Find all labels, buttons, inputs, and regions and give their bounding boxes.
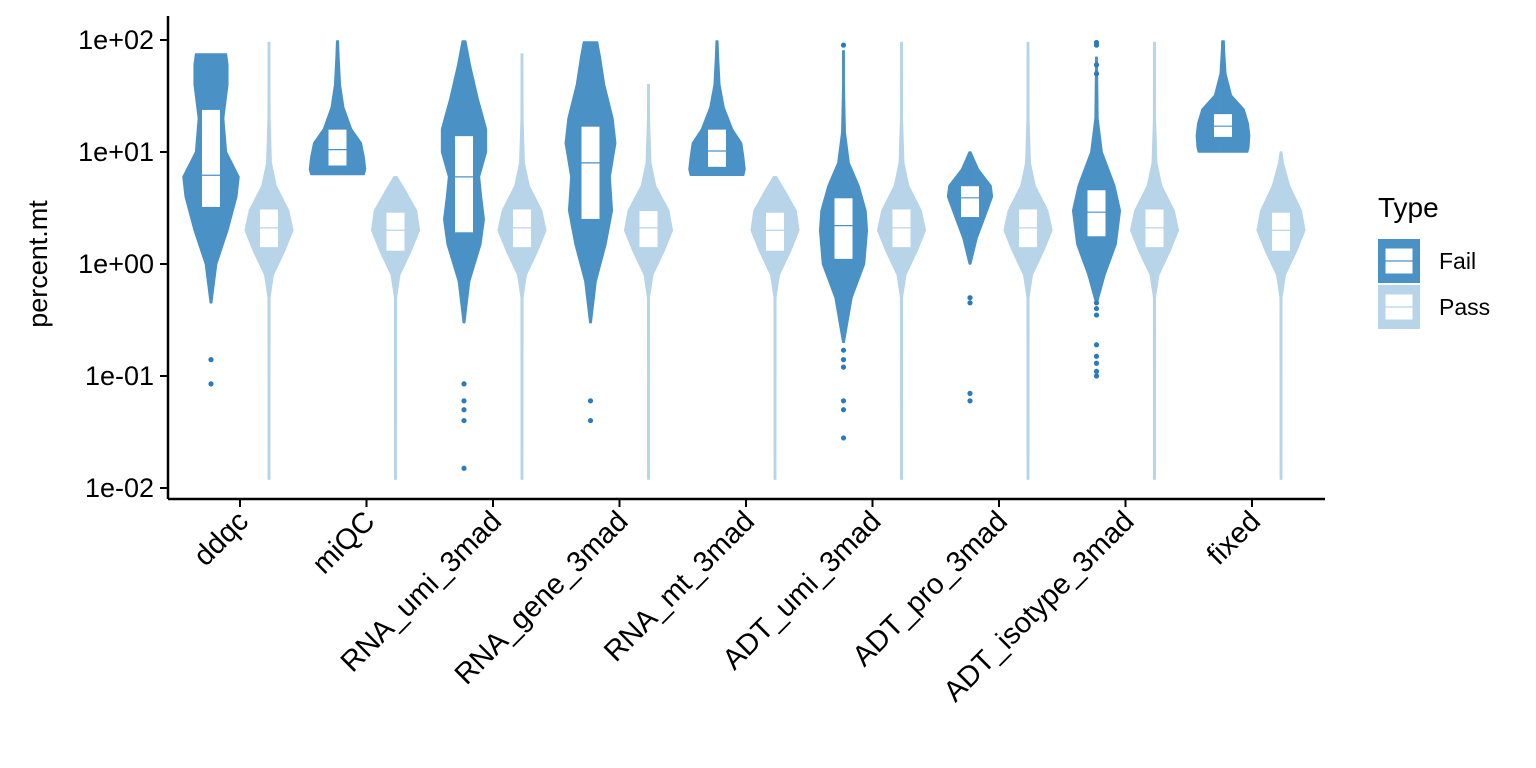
violin-fail-miqc-box: [327, 128, 348, 167]
violin-pass-adt-umi-3mad: [876, 41, 927, 480]
violin-fail-rna-mt-3mad-box: [707, 128, 727, 168]
violin-fail-rna-gene-3mad-outlier: [587, 417, 594, 424]
violin-pass-rna-gene-3mad: [623, 83, 674, 480]
violin-fail-adt-umi-3mad-outlier: [840, 407, 847, 413]
violin-pass-rna-gene-3mad-box: [638, 210, 659, 249]
violin-fail-adt-isotype-3mad-outlier: [1093, 373, 1100, 379]
violin-pass-rna-mt-3mad: [750, 176, 800, 480]
legend-label-pass: Pass: [1439, 294, 1490, 320]
violin-fail-rna-umi-3mad-outlier: [461, 381, 467, 387]
violin-pass-rna-mt-3mad-box: [765, 211, 785, 252]
y-tick-label: 1e+00: [78, 249, 154, 279]
violin-fail-adt-isotype-3mad-outlier: [1093, 62, 1100, 68]
x-tick-label-fixed: fixed: [1201, 505, 1267, 571]
violin-fail-rna-mt-3mad: [688, 40, 746, 177]
violin-fail-rna-gene-3mad: [564, 41, 617, 424]
violin-fail-adt-isotype-3mad-outlier: [1093, 353, 1100, 359]
violin-fail-adt-umi-3mad-outlier: [840, 42, 847, 48]
violin-fail-miqc: [308, 40, 367, 176]
y-tick-label: 1e-01: [85, 361, 154, 391]
violin-fail-ddqc-outlier: [208, 381, 214, 387]
violin-fail-ddqc: [182, 53, 240, 387]
violin-fail-rna-umi-3mad-outlier: [461, 417, 467, 424]
x-tick-label-miqc: miQC: [306, 505, 381, 580]
violin-fail-adt-umi-3mad-outlier: [840, 357, 847, 363]
violin-fail-fixed-box: [1213, 113, 1233, 138]
violin-fail-rna-umi-3mad-outlier: [461, 407, 467, 413]
violin-pass-adt-pro-3mad: [1003, 41, 1053, 480]
violin-fail-rna-umi-3mad-outlier: [461, 465, 467, 471]
violin-fail-rna-umi-3mad-box: [454, 135, 474, 234]
violin-fail-adt-pro-3mad-outlier: [967, 300, 973, 306]
y-axis-title: percent.mt: [23, 200, 53, 328]
violin-fail-rna-umi-3mad-outlier: [461, 398, 467, 404]
violin-fail-adt-pro-3mad-outlier: [967, 390, 973, 396]
violin-fail-adt-isotype-3mad-outlier: [1093, 368, 1100, 374]
violin-fail-adt-umi-3mad-outlier: [840, 364, 847, 370]
violin-fail-adt-umi-3mad-box: [833, 197, 854, 260]
y-tick-label: 1e+01: [78, 137, 154, 167]
violin-pass-fixed-box: [1271, 211, 1291, 252]
plot-area: [182, 39, 1306, 480]
violin-fail-rna-umi-3mad: [440, 40, 488, 471]
legend-key-pass: [1378, 285, 1420, 329]
violin-fail-adt-isotype-3mad: [1071, 39, 1122, 379]
violin-pass-ddqc: [244, 41, 294, 480]
violin-pass-adt-isotype-3mad: [1129, 41, 1180, 480]
violin-fail-adt-pro-3mad-outlier: [967, 295, 973, 301]
violin-fail-adt-pro-3mad-box: [960, 185, 980, 219]
violin-fail-rna-gene-3mad-outlier: [587, 398, 594, 404]
violin-pass-miqc: [370, 176, 421, 480]
violin-fail-adt-umi-3mad-outlier: [840, 398, 847, 404]
violin-fail-rna-gene-3mad-box: [580, 125, 601, 220]
legend-title: Type: [1378, 192, 1439, 223]
violin-fail-adt-isotype-3mad-outlier: [1093, 305, 1100, 312]
y-tick-label: 1e-02: [85, 473, 154, 503]
x-tick-label-ddqc: ddqc: [188, 505, 255, 572]
violin-fail-adt-isotype-3mad-outlier: [1093, 360, 1100, 366]
violin-fail-adt-isotype-3mad-outlier: [1093, 300, 1100, 306]
violin-fail-adt-umi-3mad: [818, 42, 869, 441]
violin-fail-adt-isotype-3mad-outlier: [1093, 42, 1100, 48]
violin-fail-fixed: [1195, 40, 1251, 153]
violin-fail-ddqc-box: [201, 108, 221, 208]
violin-pass-rna-umi-3mad: [497, 53, 547, 480]
violin-pass-miqc-box: [385, 211, 406, 252]
legend-label-fail: Fail: [1439, 248, 1476, 274]
violin-fail-adt-isotype-3mad-outlier: [1093, 342, 1100, 348]
violin-fail-adt-umi-3mad-outlier: [840, 347, 847, 353]
violin-fail-adt-isotype-3mad-box: [1086, 189, 1107, 238]
violin-fail-adt-isotype-3mad-outlier: [1093, 312, 1100, 318]
violin-pass-fixed: [1256, 151, 1306, 480]
violin-fail-adt-isotype-3mad-outlier: [1093, 71, 1100, 77]
violin-fail-adt-pro-3mad-outlier: [967, 398, 973, 404]
y-tick-label: 1e+02: [78, 25, 154, 55]
legend-key-fail: [1378, 239, 1420, 283]
violin-fail-adt-umi-3mad-outlier: [840, 435, 847, 441]
violin-fail-ddqc-outlier: [208, 357, 214, 363]
violin-fail-adt-pro-3mad: [946, 151, 994, 404]
